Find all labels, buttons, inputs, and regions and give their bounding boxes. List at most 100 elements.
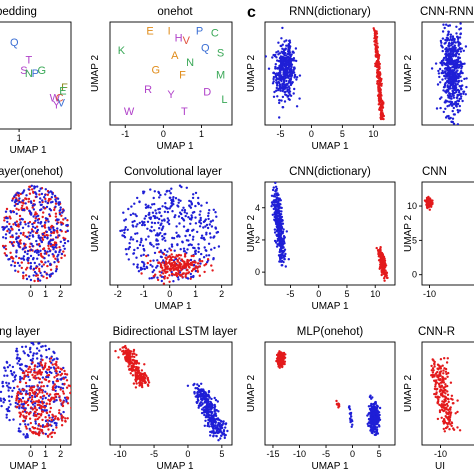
data-point: [9, 235, 12, 239]
data-point: [171, 273, 175, 276]
data-point: [216, 230, 220, 234]
data-point: [181, 240, 184, 243]
data-point: [132, 359, 135, 362]
data-point: [19, 390, 22, 393]
data-point: [37, 236, 40, 239]
data-point: [449, 67, 452, 70]
data-point: [448, 126, 450, 128]
data-point: [151, 211, 155, 214]
data-point: [56, 197, 60, 200]
data-point: [457, 80, 460, 84]
panel-title: CNN: [422, 166, 447, 178]
data-point: [41, 358, 44, 362]
data-point: [12, 210, 16, 214]
data-point: [40, 355, 43, 358]
data-point: [141, 223, 144, 227]
x-tick-label: 5: [377, 449, 382, 459]
data-point: [448, 94, 451, 97]
data-point: [279, 243, 282, 246]
data-point: [446, 59, 450, 62]
data-point: [17, 401, 20, 404]
data-point: [441, 78, 444, 81]
data-point: [54, 200, 58, 203]
points-layer: [430, 357, 462, 433]
data-point: [446, 53, 449, 56]
data-point: [371, 417, 374, 420]
data-point: [24, 393, 28, 396]
data-point: [450, 95, 453, 98]
data-point: [460, 67, 463, 70]
data-point: [281, 51, 284, 54]
data-point: [132, 382, 136, 385]
x-axis-label: UMAP 1: [311, 141, 348, 152]
data-point: [373, 403, 376, 406]
data-point: [159, 231, 162, 235]
data-point: [54, 270, 58, 273]
data-point: [6, 384, 9, 387]
data-point: [198, 225, 202, 228]
data-point: [280, 63, 283, 67]
data-point: [219, 437, 222, 440]
data-point: [373, 415, 376, 419]
data-point: [199, 216, 202, 220]
data-point: [36, 277, 40, 281]
data-point: [131, 352, 134, 356]
data-point: [22, 274, 25, 278]
data-point: [442, 71, 445, 74]
data-point: [54, 415, 57, 418]
data-point: [152, 269, 156, 272]
data-point: [175, 268, 178, 271]
x-tick-label: 2: [58, 449, 63, 459]
data-point: [53, 229, 56, 232]
data-point: [130, 368, 133, 372]
data-point: [51, 272, 54, 275]
data-point: [172, 266, 175, 269]
data-point: [38, 381, 41, 384]
data-point: [208, 420, 212, 423]
data-point: [29, 261, 32, 265]
data-point: [23, 250, 27, 254]
data-point: [275, 196, 279, 199]
data-point: [51, 431, 54, 434]
data-point: [19, 242, 22, 245]
data-point: [55, 360, 58, 364]
data-point: [183, 260, 186, 264]
data-point: [127, 258, 130, 261]
amino-acid-label: G: [38, 65, 47, 77]
data-point: [65, 379, 69, 382]
data-point: [53, 194, 57, 198]
data-point: [456, 66, 460, 69]
data-point: [457, 111, 460, 114]
data-point: [289, 72, 292, 75]
data-point: [177, 278, 180, 281]
data-point: [48, 402, 51, 406]
data-point: [454, 52, 458, 56]
data-point: [35, 243, 39, 246]
data-point: [47, 226, 50, 229]
amino-acid-label: Q: [10, 37, 19, 49]
data-point: [271, 213, 274, 216]
data-point: [41, 402, 44, 405]
y-tick-label: 2: [255, 235, 260, 245]
data-point: [50, 398, 53, 401]
data-point: [278, 229, 281, 233]
data-point: [378, 54, 381, 57]
data-point: [62, 238, 66, 242]
data-point: [281, 47, 284, 50]
amino-acid-label: W: [124, 106, 135, 118]
data-point: [149, 241, 152, 245]
data-point: [380, 271, 384, 274]
data-point: [432, 369, 435, 372]
data-point: [153, 221, 157, 225]
data-point: [36, 417, 39, 421]
data-point: [277, 77, 280, 81]
data-point: [217, 421, 220, 425]
data-point: [45, 409, 48, 412]
data-point: [38, 269, 41, 273]
data-point: [198, 274, 201, 277]
data-point: [145, 266, 149, 270]
data-point: [449, 22, 452, 23]
data-point: [283, 69, 286, 72]
data-point: [170, 258, 173, 262]
